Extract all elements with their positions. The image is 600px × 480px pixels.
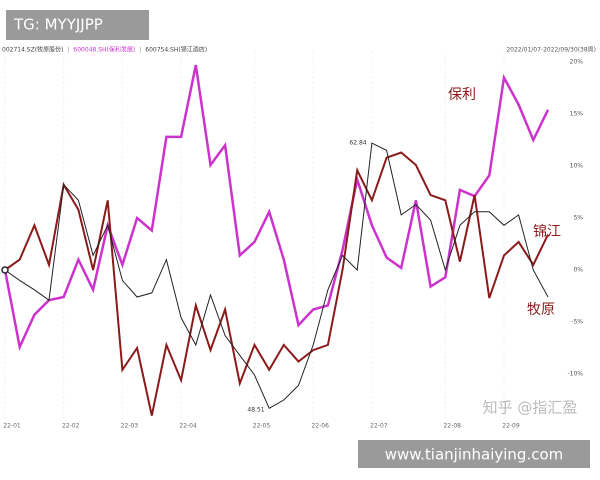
annotation: 锦江	[533, 223, 561, 240]
x-tick-label: 22-04	[179, 423, 197, 430]
legend-entry: 600754.SH(锦江酒店)	[145, 46, 207, 54]
series-line	[3, 64, 550, 352]
x-tick-label: 22-02	[62, 423, 80, 430]
y-tick-label: 15%	[570, 111, 584, 118]
y-tick-label: 20%	[570, 59, 584, 66]
annotation: 牧原	[527, 302, 555, 318]
date-range: 2022/01/07-2022/09/30(38周)	[506, 47, 596, 54]
legend-entry: 002714.SZ(牧原股份)	[2, 46, 63, 54]
x-tick-label: 22-03	[121, 423, 139, 430]
watermark: TG: MYYJJPP	[13, 16, 103, 34]
separator: |	[67, 47, 69, 54]
legend: 002714.SZ(牧原股份) | 600048.SH(保利发展) | 600754.S…	[2, 46, 207, 54]
watermark: www.tianjinhaiying.com	[385, 446, 564, 464]
annotation: 48.51	[247, 407, 264, 414]
y-tick-label: -5%	[571, 319, 583, 326]
separator: |	[139, 47, 141, 54]
y-tick-label: 10%	[570, 163, 584, 170]
series-line	[4, 151, 549, 416]
y-tick-label: 0%	[573, 267, 583, 274]
annotation: 62.84	[349, 140, 366, 147]
y-tick-label: 5%	[573, 215, 583, 222]
series-line	[4, 142, 549, 410]
x-tick-label: 22-08	[444, 423, 462, 430]
x-tick-label: 22-01	[3, 423, 21, 430]
legend-entry: 600048.SH(保利发展)	[73, 46, 135, 54]
y-tick-label: -10%	[567, 371, 583, 378]
x-tick-label: 22-06	[311, 423, 329, 430]
watermark-box	[358, 440, 590, 468]
plot: -10% -5% 0% 5% 10% 15% 20% 22-01 22-02 22-03 22-04…	[1, 51, 584, 430]
watermark: 知乎 @指汇盈	[483, 399, 578, 417]
x-tick-label: 22-05	[253, 423, 271, 430]
x-tick-label: 22-09	[502, 423, 520, 430]
watermark-box	[6, 10, 149, 40]
annotation: 保利	[448, 87, 476, 103]
start-marker	[1, 266, 9, 274]
x-tick-label: 22-07	[370, 423, 388, 430]
